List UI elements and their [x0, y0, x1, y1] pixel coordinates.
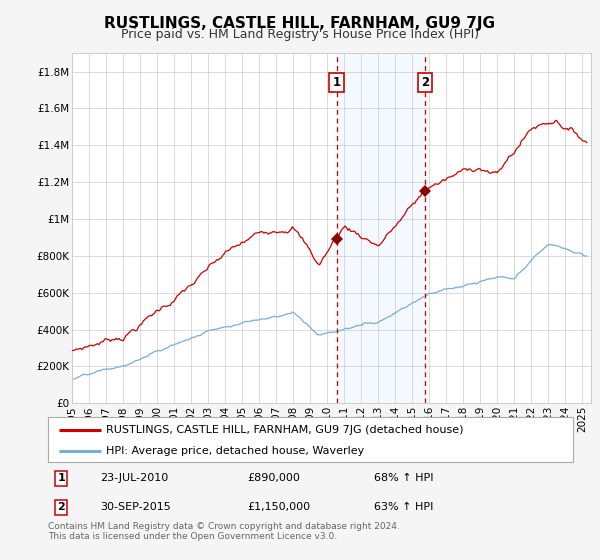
Text: Price paid vs. HM Land Registry's House Price Index (HPI): Price paid vs. HM Land Registry's House … — [121, 28, 479, 41]
Text: 2: 2 — [421, 76, 429, 89]
Bar — [337, 53, 425, 403]
Text: 68% ↑ HPI: 68% ↑ HPI — [373, 473, 433, 483]
Text: 23-JUL-2010: 23-JUL-2010 — [101, 473, 169, 483]
Text: 1: 1 — [57, 473, 65, 483]
Text: 63% ↑ HPI: 63% ↑ HPI — [373, 502, 433, 512]
Text: £1,150,000: £1,150,000 — [248, 502, 311, 512]
Text: Contains HM Land Registry data © Crown copyright and database right 2024.: Contains HM Land Registry data © Crown c… — [48, 522, 400, 531]
Text: £890,000: £890,000 — [248, 473, 301, 483]
Text: RUSTLINGS, CASTLE HILL, FARNHAM, GU9 7JG: RUSTLINGS, CASTLE HILL, FARNHAM, GU9 7JG — [104, 16, 496, 31]
Text: This data is licensed under the Open Government Licence v3.0.: This data is licensed under the Open Gov… — [48, 532, 337, 541]
Text: 2: 2 — [57, 502, 65, 512]
Text: RUSTLINGS, CASTLE HILL, FARNHAM, GU9 7JG (detached house): RUSTLINGS, CASTLE HILL, FARNHAM, GU9 7JG… — [106, 424, 463, 435]
Text: HPI: Average price, detached house, Waverley: HPI: Average price, detached house, Wave… — [106, 446, 364, 456]
Text: 1: 1 — [332, 76, 341, 89]
Text: 30-SEP-2015: 30-SEP-2015 — [101, 502, 171, 512]
